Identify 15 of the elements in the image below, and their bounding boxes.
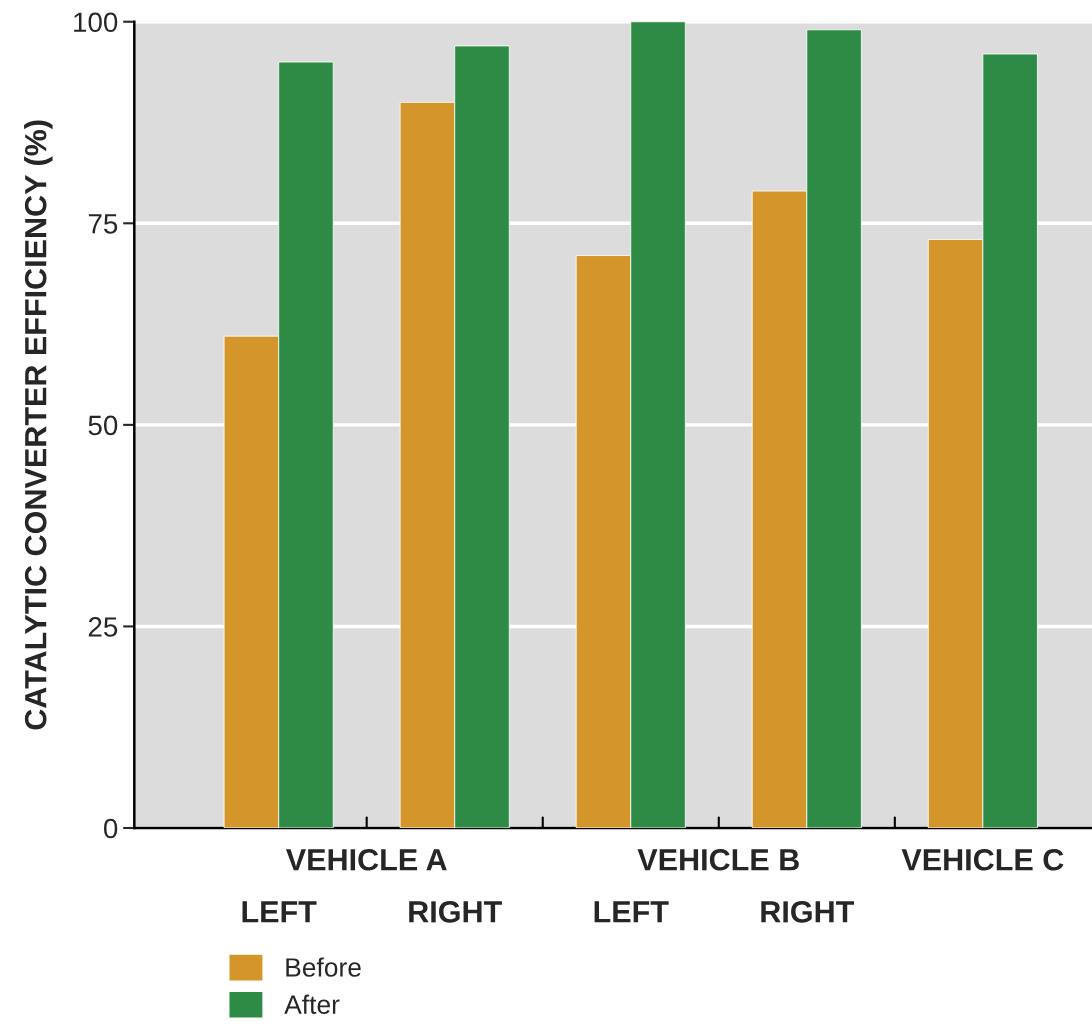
legend-label: Before [286,957,361,977]
x-tick-label: RIGHT [409,901,502,923]
y-tick-label: 50 [88,415,118,436]
y-tick-label: 75 [88,214,118,234]
legend-label: After [284,994,340,1014]
x-tick-label: LEFT [594,901,669,923]
text: VEHICLE C [901,848,1064,871]
text: VEHICLE B [637,848,799,871]
y-tick-label: 0 [103,818,118,839]
y-axis-title: CATALYTIC CONVERTER EFFICIENCY (%) [24,120,53,730]
x-tick-label: LEFT [242,901,317,923]
y-tick-label: 25 [88,617,118,637]
text: VEHICLE A [285,848,447,871]
x-tick-label: RIGHT [761,901,855,923]
y-tick-label: 100 [74,12,118,33]
